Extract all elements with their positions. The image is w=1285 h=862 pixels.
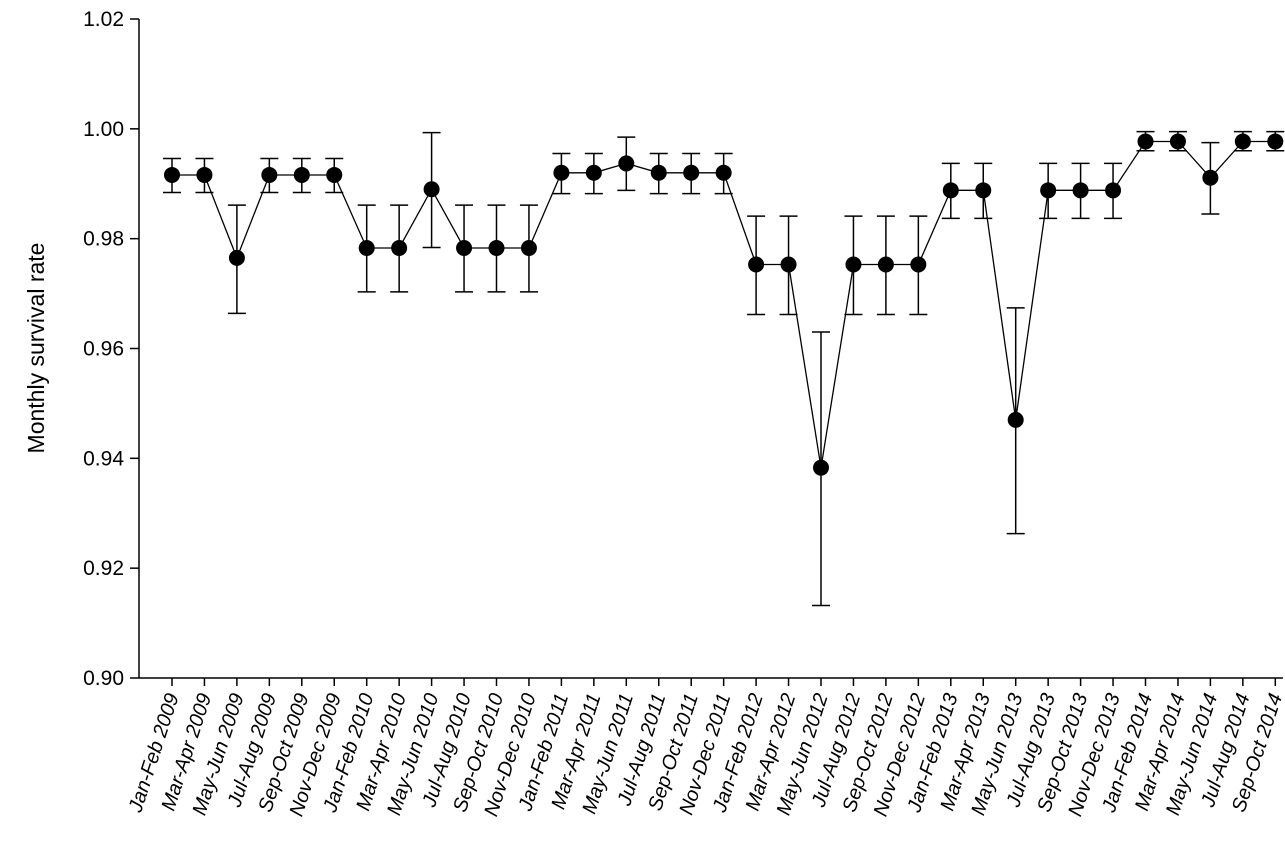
data-point bbox=[391, 240, 408, 257]
data-points bbox=[164, 133, 1284, 476]
data-point bbox=[683, 164, 700, 181]
data-point bbox=[845, 256, 862, 273]
data-point bbox=[1007, 411, 1024, 428]
data-point bbox=[715, 164, 732, 181]
data-point bbox=[1105, 182, 1122, 199]
data-point bbox=[293, 166, 310, 183]
data-point bbox=[326, 166, 343, 183]
y-ticks: 0.90 0.92 0.94 0.96 0.98 1.00 1.02 bbox=[83, 8, 139, 690]
data-point bbox=[520, 240, 537, 257]
data-point bbox=[456, 240, 473, 257]
data-point bbox=[1072, 182, 1089, 199]
data-point bbox=[261, 166, 278, 183]
y-tick-label: 1.02 bbox=[83, 8, 124, 31]
y-tick-label: 0.90 bbox=[83, 667, 124, 690]
data-point bbox=[585, 164, 602, 181]
data-point bbox=[1137, 133, 1154, 150]
error-bars bbox=[163, 130, 1285, 607]
data-point bbox=[1234, 133, 1251, 150]
y-tick-label: 1.00 bbox=[83, 118, 124, 141]
data-point bbox=[1040, 182, 1057, 199]
data-point bbox=[423, 181, 440, 198]
y-axis-title: Monthly survival rate bbox=[23, 243, 49, 454]
data-point bbox=[164, 166, 180, 183]
y-tick-label: 0.92 bbox=[83, 557, 124, 580]
y-tick-label: 0.98 bbox=[83, 228, 124, 251]
data-point bbox=[975, 182, 992, 199]
data-point bbox=[358, 240, 375, 257]
data-point bbox=[813, 459, 829, 476]
data-point bbox=[196, 166, 213, 183]
data-point bbox=[488, 240, 505, 257]
data-point bbox=[650, 164, 667, 181]
data-point bbox=[942, 182, 959, 199]
data-point bbox=[618, 155, 635, 172]
data-point bbox=[748, 256, 765, 273]
data-point bbox=[1202, 169, 1219, 186]
data-point bbox=[877, 256, 894, 273]
axes bbox=[138, 19, 1283, 679]
y-tick-label: 0.96 bbox=[83, 338, 124, 361]
data-point bbox=[780, 256, 797, 273]
data-point bbox=[1169, 133, 1186, 150]
data-point bbox=[1267, 133, 1284, 150]
data-point bbox=[228, 249, 245, 266]
data-point bbox=[910, 256, 927, 273]
data-point bbox=[553, 164, 570, 181]
y-tick-label: 0.94 bbox=[83, 447, 124, 470]
